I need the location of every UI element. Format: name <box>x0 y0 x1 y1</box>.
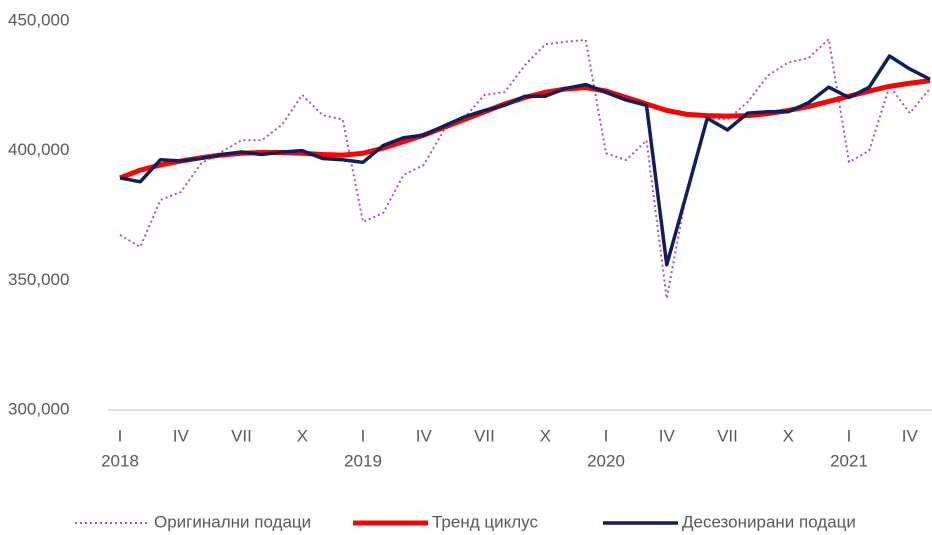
x-tick-label: I <box>361 426 366 445</box>
y-tick-label: 400,000 <box>8 140 69 159</box>
x-tick-label: IV <box>902 426 919 445</box>
x-tick-label: X <box>540 426 551 445</box>
legend-label: Оригинални подаци <box>154 512 311 531</box>
x-tick-label: X <box>297 426 308 445</box>
legend-label: Десезонирани подаци <box>682 512 856 531</box>
year-label: 2018 <box>101 451 139 470</box>
x-tick-label: IV <box>659 426 676 445</box>
y-tick-label: 350,000 <box>8 270 69 289</box>
year-label: 2020 <box>587 451 625 470</box>
y-tick-label: 300,000 <box>8 399 69 418</box>
year-label: 2021 <box>830 451 868 470</box>
x-tick-label: I <box>118 426 123 445</box>
x-tick-label: IV <box>173 426 190 445</box>
x-tick-label: VII <box>717 426 738 445</box>
x-tick-label: IV <box>416 426 433 445</box>
series-line <box>119 54 931 267</box>
x-tick-label: I <box>847 426 852 445</box>
x-tick-label: X <box>783 426 794 445</box>
x-tick-label: VII <box>474 426 495 445</box>
legend-label: Тренд циклус <box>432 512 538 531</box>
y-tick-label: 450,000 <box>8 10 69 29</box>
series-line <box>119 38 931 300</box>
year-label: 2019 <box>344 451 382 470</box>
x-tick-label: I <box>604 426 609 445</box>
x-tick-label: VII <box>231 426 252 445</box>
